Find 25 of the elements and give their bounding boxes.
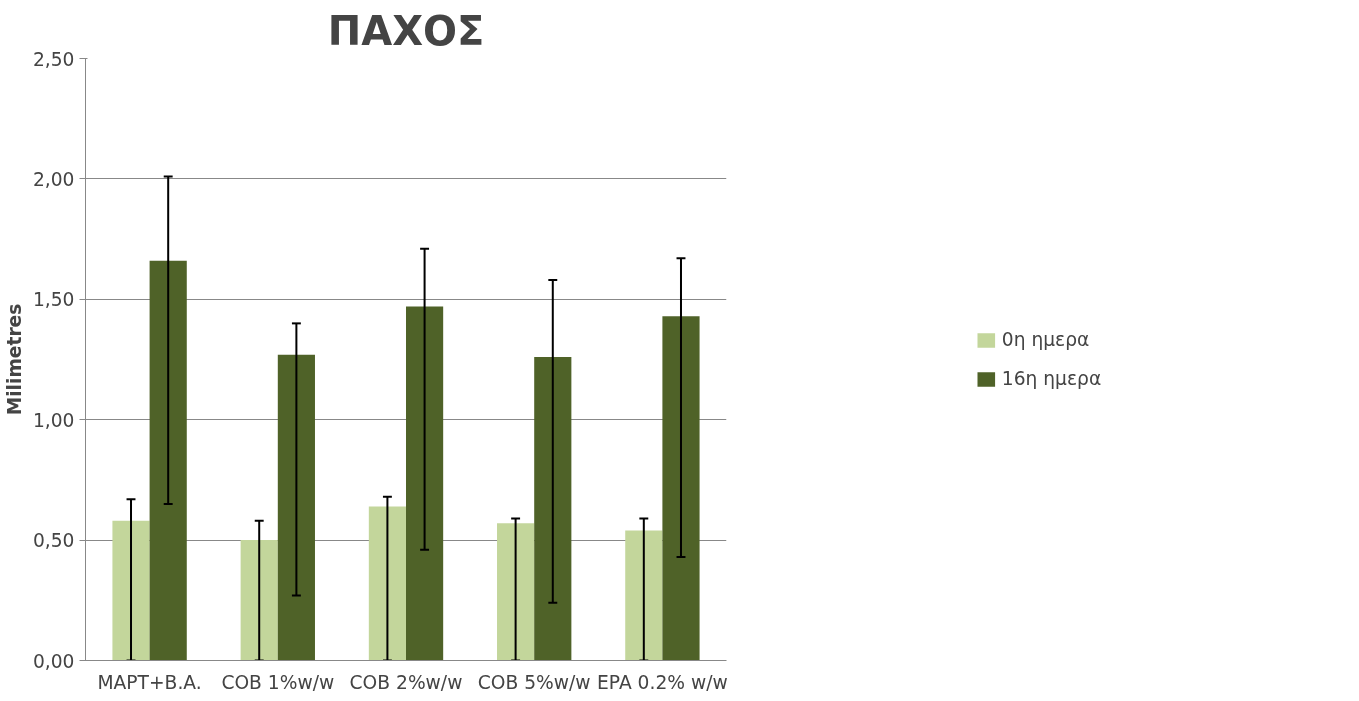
bar — [368, 506, 406, 661]
bar — [277, 354, 315, 661]
bar — [112, 520, 150, 661]
bar — [406, 306, 444, 661]
y-tick-label: 1,00 — [32, 409, 75, 431]
y-tick-label: 0,00 — [32, 650, 75, 672]
y-axis-title: Milimetres — [3, 303, 25, 416]
bar — [149, 260, 187, 661]
legend-label: 16η ημερα — [1001, 368, 1102, 389]
y-tick-label: 2,00 — [32, 168, 75, 190]
x-tick-label: COB 1%w/w — [221, 671, 335, 693]
y-tick-label: 0,50 — [32, 530, 75, 552]
x-tick-label: MAPT+B.A. — [97, 671, 202, 693]
chart-title: ΠΑΧΟΣ — [327, 7, 485, 54]
y-tick-label: 2,50 — [32, 48, 75, 70]
x-tick-label: COB 5%w/w — [477, 671, 591, 693]
x-tick-label: EPA 0.2% w/w — [597, 671, 728, 693]
bar — [662, 316, 700, 661]
legend-label: 0η ημερα — [1001, 329, 1090, 350]
bar — [534, 357, 572, 661]
bar — [497, 523, 535, 661]
bar — [625, 530, 663, 661]
x-tick-label: COB 2%w/w — [349, 671, 463, 693]
y-tick-label: 1,50 — [32, 289, 75, 311]
bar — [240, 540, 278, 661]
